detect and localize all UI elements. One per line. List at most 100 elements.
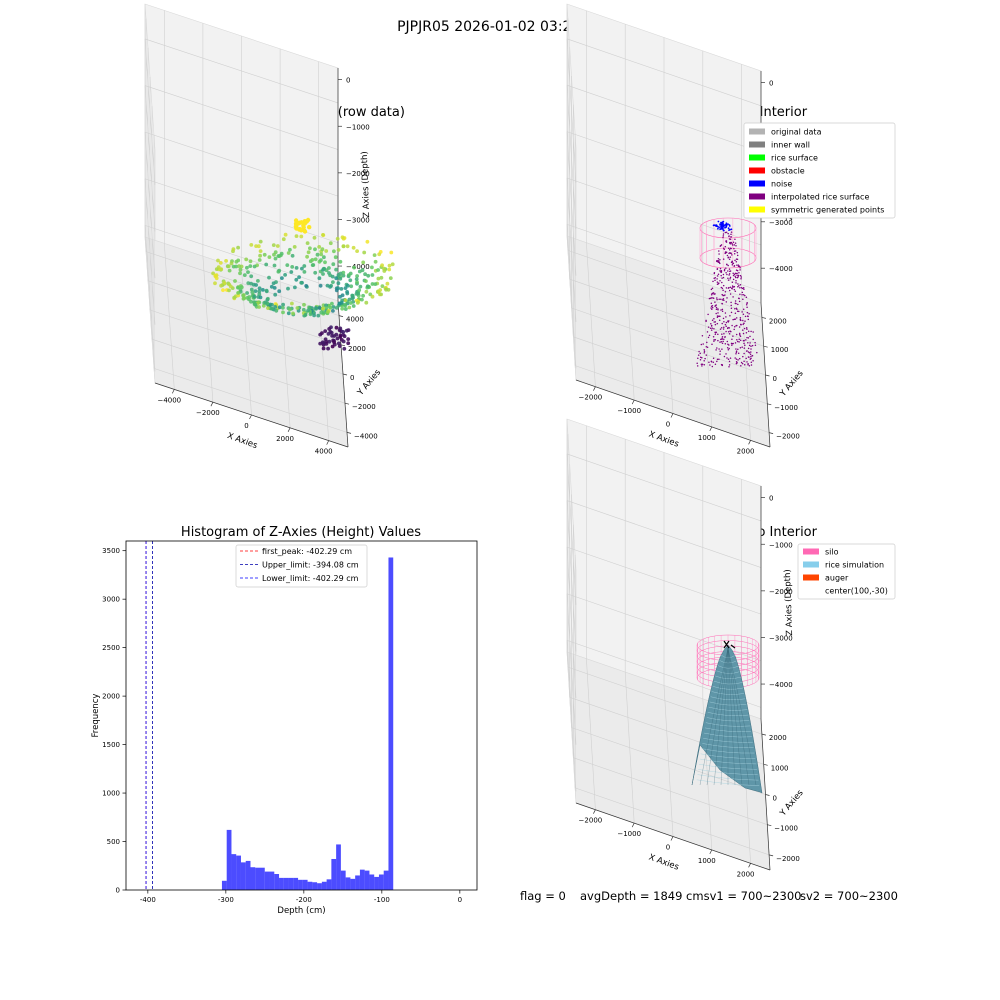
data-point xyxy=(332,249,336,254)
y-tick xyxy=(769,854,774,857)
silo-wireframe xyxy=(699,217,757,269)
data-point xyxy=(279,251,284,256)
data-point xyxy=(734,307,736,310)
data-point xyxy=(735,279,737,282)
data-point xyxy=(313,270,318,275)
x-tick-label: −2000 xyxy=(579,394,603,402)
data-point xyxy=(305,217,311,223)
data-point xyxy=(718,358,720,360)
data-point xyxy=(743,322,745,324)
data-point xyxy=(700,343,703,346)
data-point xyxy=(746,311,749,314)
data-point xyxy=(272,252,276,257)
data-point xyxy=(717,273,720,275)
data-point xyxy=(293,218,299,223)
data-point xyxy=(348,301,353,305)
data-point xyxy=(750,355,752,358)
data-point xyxy=(722,236,724,239)
data-point xyxy=(750,361,753,363)
data-point xyxy=(252,264,257,269)
data-point xyxy=(745,339,747,341)
data-point xyxy=(343,298,348,302)
data-point xyxy=(336,248,341,252)
data-point xyxy=(334,267,338,272)
data-point xyxy=(370,265,374,270)
data-point xyxy=(720,286,723,289)
data-point xyxy=(245,265,249,270)
data-point xyxy=(736,272,738,275)
legend-label: silo xyxy=(825,548,839,557)
rice-surface xyxy=(691,644,763,794)
data-point xyxy=(721,338,723,340)
data-point xyxy=(319,252,324,257)
data-point xyxy=(318,341,323,346)
data-point xyxy=(729,256,732,258)
data-point xyxy=(743,327,746,330)
data-point xyxy=(752,331,754,333)
data-point xyxy=(726,297,728,299)
legend: silo rice simulation auger center(100,-30) xyxy=(797,543,896,600)
plot-frame xyxy=(125,540,478,891)
data-point xyxy=(720,298,722,300)
data-point xyxy=(710,322,712,325)
data-point xyxy=(728,268,731,270)
data-point xyxy=(711,306,714,309)
data-point xyxy=(328,241,333,246)
data-point xyxy=(703,349,705,351)
data-point xyxy=(326,346,330,351)
data-point xyxy=(732,274,735,277)
data-point xyxy=(322,255,326,260)
legend-swatch xyxy=(803,574,819,581)
data-point xyxy=(750,330,752,333)
z-tick-label: −3000 xyxy=(769,219,793,227)
data-point xyxy=(722,229,725,232)
data-point xyxy=(380,284,385,288)
data-point xyxy=(703,350,706,352)
data-point xyxy=(733,252,736,255)
data-point xyxy=(731,285,734,287)
data-point xyxy=(701,363,704,366)
data-point xyxy=(751,354,754,357)
data-point xyxy=(711,319,714,322)
legend-label: noise xyxy=(771,180,792,189)
data-point xyxy=(706,346,709,348)
data-point xyxy=(722,273,725,276)
grid-line xyxy=(566,546,762,615)
data-point xyxy=(739,274,742,277)
data-point xyxy=(744,315,747,318)
y-tick-label: 0 xyxy=(350,374,354,382)
data-point xyxy=(273,256,278,261)
data-point xyxy=(715,331,718,333)
x-tick xyxy=(249,414,252,420)
data-point xyxy=(730,231,733,233)
data-point xyxy=(710,302,713,305)
data-point xyxy=(281,237,286,242)
x-tick-label: 1000 xyxy=(698,434,716,442)
y-tick-label: 3500 xyxy=(102,547,120,555)
histogram-bar xyxy=(374,876,379,890)
data-point xyxy=(726,254,729,257)
data-point xyxy=(723,248,726,251)
data-point xyxy=(286,311,291,316)
data-point xyxy=(716,358,719,361)
data-point xyxy=(716,275,719,277)
data-point xyxy=(719,223,721,226)
data-point xyxy=(715,260,718,262)
data-point xyxy=(724,294,726,296)
data-point xyxy=(289,270,294,274)
data-point xyxy=(236,291,241,295)
data-point xyxy=(370,273,375,277)
data-point xyxy=(348,271,353,276)
data-point xyxy=(277,305,282,310)
histogram-bar xyxy=(283,877,289,890)
data-point xyxy=(736,264,738,266)
data-point xyxy=(711,365,714,368)
data-point xyxy=(335,336,340,341)
x-tick xyxy=(593,386,596,391)
data-point xyxy=(293,285,297,290)
y-tick xyxy=(342,373,348,376)
y-tick xyxy=(763,345,768,348)
data-point xyxy=(323,337,328,342)
data-point xyxy=(735,317,738,319)
data-point xyxy=(706,341,708,344)
